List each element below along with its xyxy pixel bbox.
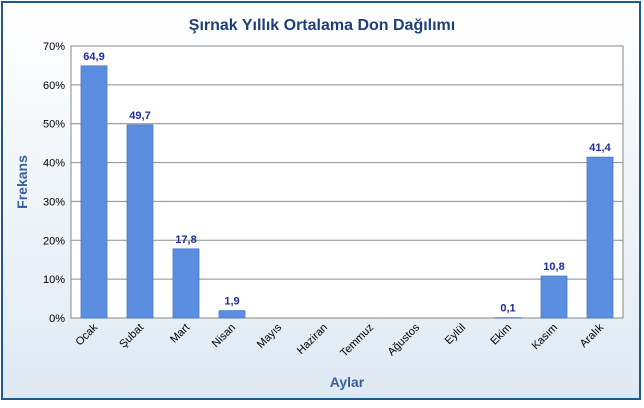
plot-area — [71, 46, 623, 318]
bar-3 — [219, 311, 245, 318]
data-label: 17,8 — [175, 234, 196, 246]
y-tick-label: 10% — [43, 274, 65, 286]
y-tick-label: 50% — [43, 119, 65, 131]
x-axis-title: Aylar — [330, 374, 365, 390]
y-tick-label: 0% — [49, 313, 65, 325]
bar-10 — [541, 276, 567, 318]
data-label: 1,9 — [224, 296, 239, 308]
y-axis-title: Frekans — [14, 155, 30, 209]
y-tick-label: 20% — [43, 235, 65, 247]
chart-title: Şırnak Yıllık Ortalama Don Dağılımı — [189, 17, 455, 34]
bar-2 — [173, 249, 199, 318]
bar-1 — [127, 125, 153, 318]
data-label: 41,4 — [589, 142, 611, 154]
bar-0 — [81, 66, 107, 318]
data-label: 49,7 — [129, 110, 150, 122]
data-label: 10,8 — [543, 261, 564, 273]
bar-11 — [587, 157, 613, 318]
y-tick-label: 40% — [43, 158, 65, 170]
y-tick-label: 30% — [43, 196, 65, 208]
y-tick-label: 60% — [43, 80, 65, 92]
y-tick-label: 70% — [43, 41, 65, 53]
data-label: 64,9 — [83, 51, 104, 63]
data-label: 0,1 — [500, 303, 515, 315]
